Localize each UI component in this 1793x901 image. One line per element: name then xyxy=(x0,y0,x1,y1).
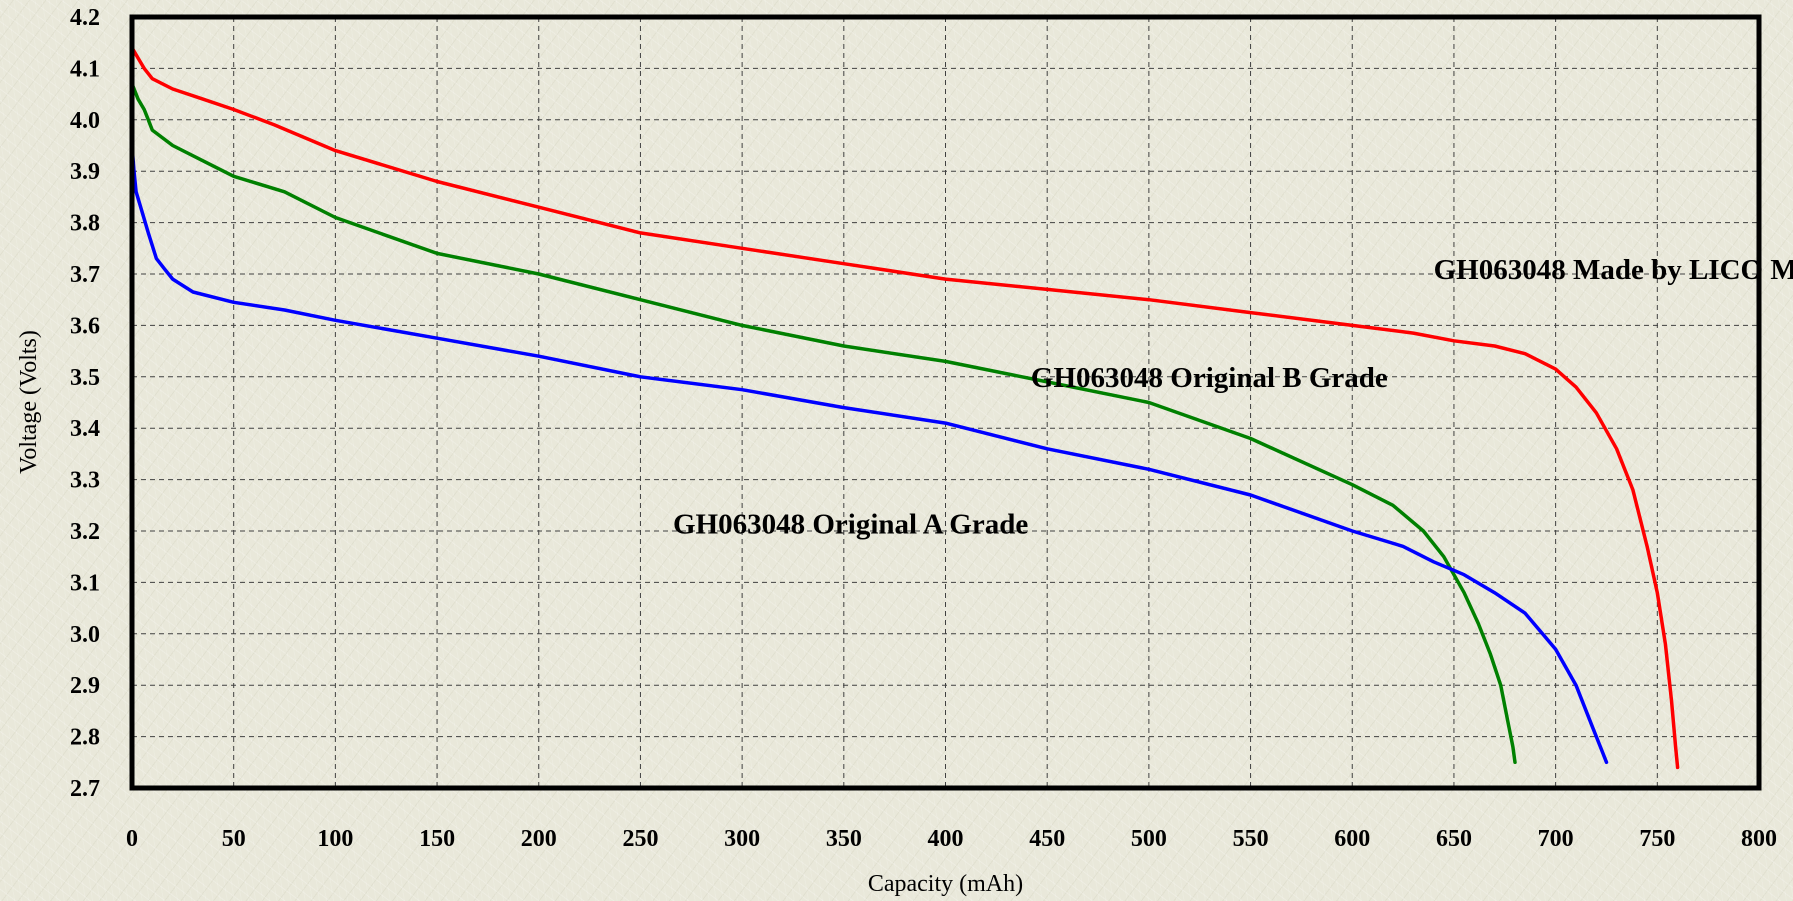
x-tick-label: 250 xyxy=(622,826,658,852)
x-tick-label: 0 xyxy=(126,826,138,852)
x-tick-label: 600 xyxy=(1334,826,1370,852)
x-tick-label: 400 xyxy=(928,826,964,852)
y-tick-label: 3.9 xyxy=(70,159,100,185)
y-tick-label: 4.1 xyxy=(70,56,100,82)
x-tick-label: 450 xyxy=(1029,826,1065,852)
y-tick-label: 4.2 xyxy=(70,5,100,31)
x-tick-label: 650 xyxy=(1436,826,1472,852)
annotation-label: GH063048 Original B Grade xyxy=(1031,362,1388,394)
x-tick-label: 50 xyxy=(222,826,246,852)
x-tick-label: 200 xyxy=(521,826,557,852)
x-tick-label: 500 xyxy=(1131,826,1167,852)
x-tick-label: 350 xyxy=(826,826,862,852)
x-tick-label: 300 xyxy=(724,826,760,852)
x-axis-title: Capacity (mAh) xyxy=(868,871,1023,897)
y-tick-label: 2.8 xyxy=(70,725,100,751)
y-tick-label: 3.8 xyxy=(70,211,100,237)
y-axis-title: Voltage (Volts) xyxy=(16,330,42,474)
grid xyxy=(132,17,1759,788)
y-tick-label: 3.6 xyxy=(70,313,100,339)
plot-frame xyxy=(129,14,1762,791)
x-tick-label: 550 xyxy=(1233,826,1269,852)
x-tick-label: 150 xyxy=(419,826,455,852)
series-line-2 xyxy=(130,143,1609,765)
x-tick-label: 700 xyxy=(1538,826,1574,852)
y-tick-label: 2.9 xyxy=(70,673,100,699)
series-group xyxy=(130,46,1680,770)
y-tick-label: 3.2 xyxy=(70,519,100,545)
annotation-label: GH063048 Made by LICO Material xyxy=(1434,254,1793,286)
series-annotations: GH063048 Made by LICO Material GH063048 O… xyxy=(673,254,1793,540)
y-tick-label: 3.3 xyxy=(70,468,100,494)
x-tick-label: 100 xyxy=(317,826,353,852)
x-tick-labels: 0 50 100 150 200 250 300 350 400 450 500 550 600 650 7… xyxy=(126,826,1777,852)
series-line-1 xyxy=(130,82,1517,765)
y-tick-label: 3.7 xyxy=(70,262,100,288)
y-tick-label: 3.4 xyxy=(70,416,100,442)
y-tick-label: 3.0 xyxy=(70,622,100,648)
y-tick-label: 4.0 xyxy=(70,108,100,134)
x-tick-label: 800 xyxy=(1741,826,1777,852)
y-tick-label: 3.1 xyxy=(70,570,100,596)
y-tick-labels: 2.7 2.8 2.9 3.0 3.1 3.2 3.3 3.4 3.5 3.6 3.7 3.8 3.9 4… xyxy=(70,5,100,802)
y-tick-label: 2.7 xyxy=(70,776,100,802)
annotation-label: GH063048 Original A Grade xyxy=(673,508,1028,540)
y-tick-label: 3.5 xyxy=(70,365,100,391)
x-tick-label: 750 xyxy=(1639,826,1675,852)
series-line-0 xyxy=(130,46,1680,770)
